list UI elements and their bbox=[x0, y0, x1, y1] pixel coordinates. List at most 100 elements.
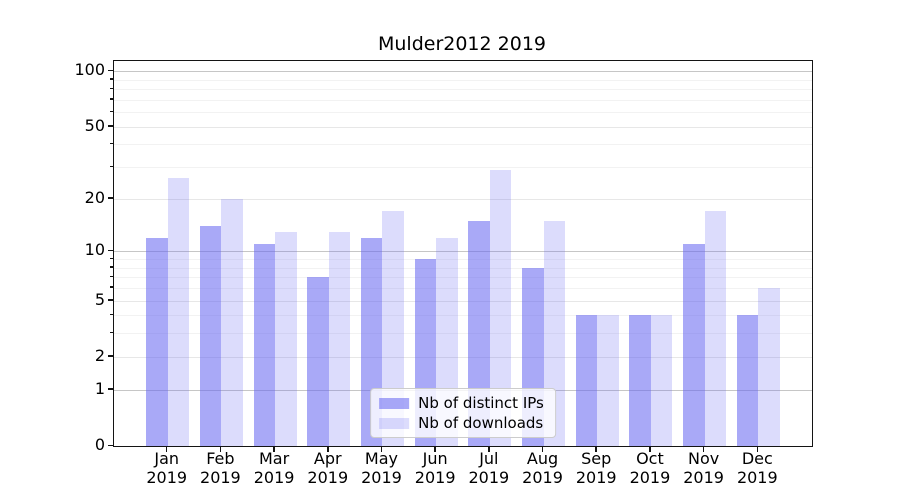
chart-title: Mulder2012 2019 bbox=[377, 33, 547, 55]
x-tick-year: 2019 bbox=[468, 468, 510, 487]
bar-dec-downloads bbox=[758, 287, 780, 446]
bar-oct-downloads bbox=[650, 315, 673, 446]
x-tick-year: 2019 bbox=[629, 468, 671, 487]
y-tick-mark-50 bbox=[108, 125, 113, 127]
gridline-minor-30 bbox=[114, 167, 812, 169]
x-tick-label-oct: Oct 2019 bbox=[630, 449, 671, 487]
x-tick-label-jan: Jan 2019 bbox=[146, 449, 187, 487]
x-tick-month: Mar bbox=[258, 449, 290, 468]
x-tick-year: 2019 bbox=[683, 468, 724, 487]
x-tick-label-sep: Sep 2019 bbox=[576, 449, 617, 487]
x-tick-mark-jul bbox=[488, 446, 490, 452]
bar-nov-downloads bbox=[704, 211, 727, 446]
y-minor-tick-mark-8 bbox=[110, 266, 113, 268]
gridline-minor-8 bbox=[114, 267, 812, 269]
gridline-minor-4 bbox=[114, 315, 812, 317]
gridline-minor-40 bbox=[114, 144, 812, 146]
gridline-2 bbox=[114, 356, 812, 358]
gridline-minor-70 bbox=[114, 99, 812, 101]
gridline-50 bbox=[114, 126, 812, 128]
y-tick-mark-100 bbox=[108, 69, 113, 72]
gridline-minor-90 bbox=[114, 79, 812, 81]
legend-entry-downloads: Nb of downloads bbox=[379, 413, 544, 433]
y-minor-tick-mark-30 bbox=[110, 165, 113, 168]
x-tick-year: 2019 bbox=[146, 468, 188, 487]
x-tick-year: 2019 bbox=[414, 468, 456, 487]
y-minor-tick-mark-70 bbox=[110, 98, 113, 100]
plot-area: Nb of distinct IPs Nb of downloads bbox=[113, 60, 813, 447]
y-minor-tick-mark-7 bbox=[110, 275, 113, 278]
y-tick-label-20: 20 bbox=[84, 187, 105, 207]
gridline-5 bbox=[114, 300, 812, 302]
gridline-10 bbox=[114, 251, 812, 253]
x-tick-year: 2019 bbox=[307, 468, 349, 487]
y-minor-tick-mark-9 bbox=[110, 257, 113, 260]
legend-entry-ips: Nb of distinct IPs bbox=[379, 393, 544, 413]
y-tick-label-1: 1 bbox=[94, 378, 105, 398]
x-tick-mark-may bbox=[380, 446, 383, 452]
bar-dec-ips bbox=[736, 315, 759, 446]
x-tick-mark-nov bbox=[702, 446, 705, 452]
bar-mar-ips bbox=[253, 244, 276, 446]
x-tick-mark-oct bbox=[649, 446, 651, 452]
legend-swatch-ips bbox=[379, 397, 410, 409]
bar-may-downloads bbox=[382, 211, 404, 446]
y-minor-tick-mark-6 bbox=[110, 286, 113, 288]
x-tick-label-dec: Dec 2019 bbox=[737, 449, 778, 487]
x-tick-month: Sep bbox=[581, 449, 612, 468]
bar-jan-downloads bbox=[167, 178, 190, 446]
y-tick-label-100: 100 bbox=[74, 60, 105, 80]
gridline-minor-9 bbox=[114, 259, 812, 261]
y-minor-tick-mark-3 bbox=[110, 331, 113, 334]
bar-jan-ips bbox=[146, 237, 168, 446]
bar-mar-downloads bbox=[275, 231, 297, 446]
x-tick-mark-jan bbox=[165, 446, 168, 452]
x-tick-mark-sep bbox=[595, 446, 597, 452]
bar-apr-ips bbox=[307, 277, 329, 446]
y-tick-label-50: 50 bbox=[84, 115, 105, 135]
x-tick-label-apr: Apr 2019 bbox=[307, 449, 348, 487]
gridline-minor-60 bbox=[114, 112, 812, 114]
y-minor-tick-mark-90 bbox=[110, 78, 113, 80]
x-tick-label-jul: Jul 2019 bbox=[468, 449, 509, 487]
x-tick-mark-dec bbox=[756, 446, 759, 452]
x-tick-mark-feb bbox=[219, 446, 222, 452]
y-minor-tick-mark-80 bbox=[110, 87, 113, 90]
x-tick-month: Jun bbox=[422, 449, 448, 468]
gridline-minor-3 bbox=[114, 333, 812, 335]
y-tick-mark-1 bbox=[108, 388, 113, 390]
x-tick-month: Apr bbox=[313, 449, 342, 468]
x-tick-month: Feb bbox=[206, 449, 235, 468]
gridline-100 bbox=[114, 71, 812, 73]
y-tick-mark-20 bbox=[108, 197, 113, 199]
bar-feb-downloads bbox=[221, 198, 243, 446]
bar-sep-downloads bbox=[597, 315, 619, 446]
x-tick-month: Dec bbox=[741, 449, 773, 468]
x-tick-mark-mar bbox=[273, 446, 275, 452]
x-tick-label-feb: Feb 2019 bbox=[200, 449, 241, 487]
y-tick-label-2: 2 bbox=[94, 345, 105, 365]
x-tick-label-jun: Jun 2019 bbox=[415, 449, 456, 487]
y-tick-label-10: 10 bbox=[84, 240, 105, 260]
x-tick-month: Aug bbox=[526, 449, 559, 468]
x-tick-label-nov: Nov 2019 bbox=[683, 449, 724, 487]
y-tick-label-0: 0 bbox=[94, 435, 105, 454]
x-tick-year: 2019 bbox=[200, 468, 241, 487]
y-tick-label-5: 5 bbox=[94, 289, 105, 309]
x-tick-month: Nov bbox=[687, 449, 720, 468]
x-tick-label-may: May 2019 bbox=[361, 449, 402, 487]
y-minor-tick-mark-4 bbox=[110, 313, 113, 316]
y-tick-mark-10 bbox=[108, 249, 113, 252]
x-tick-month: Jul bbox=[479, 449, 499, 468]
legend-swatch-downloads bbox=[379, 417, 410, 429]
gridline-minor-6 bbox=[114, 287, 812, 289]
x-tick-year: 2019 bbox=[575, 468, 617, 487]
x-tick-year: 2019 bbox=[361, 468, 402, 487]
x-tick-year: 2019 bbox=[522, 468, 563, 487]
x-tick-year: 2019 bbox=[253, 468, 295, 487]
x-tick-month: Jan bbox=[154, 449, 180, 468]
y-tick-mark-0 bbox=[108, 444, 113, 446]
x-tick-mark-apr bbox=[327, 446, 329, 452]
bar-oct-ips bbox=[629, 315, 651, 446]
